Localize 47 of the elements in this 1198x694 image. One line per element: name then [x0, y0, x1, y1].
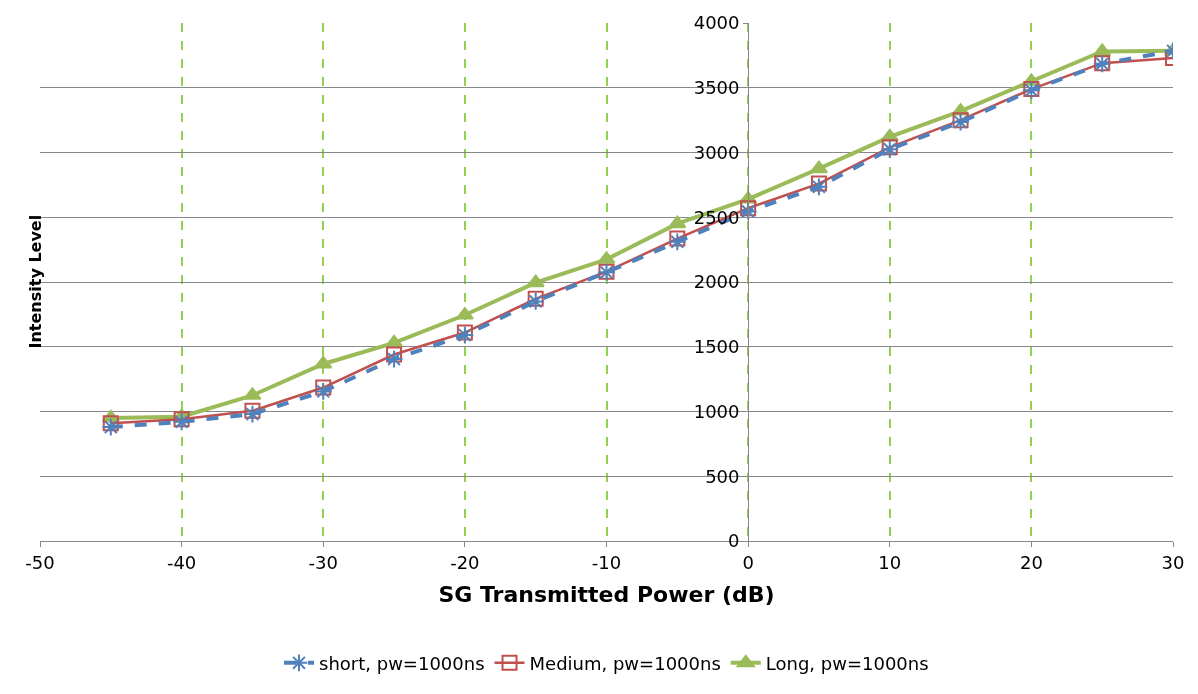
- point: [526, 292, 546, 311]
- y-tick-label: 500: [705, 465, 740, 487]
- y-tick-label: 3500: [693, 77, 740, 99]
- x-tick-label: -40: [166, 551, 197, 573]
- point: [244, 402, 261, 419]
- x-tick-label: -10: [591, 551, 622, 573]
- point: [527, 290, 544, 307]
- legend-label: Long, pw=1000ns: [765, 652, 929, 674]
- point: [243, 404, 262, 424]
- x-tick-label: 30: [1161, 551, 1185, 573]
- y-tick-label: 0: [728, 530, 740, 552]
- point: [314, 355, 333, 369]
- point: [740, 200, 757, 217]
- point: [738, 202, 758, 221]
- point: [101, 417, 121, 437]
- legend-label: Medium, pw=1000ns: [529, 652, 721, 674]
- point: [456, 324, 473, 341]
- point: [173, 411, 190, 428]
- x-tick-label: 20: [1019, 551, 1043, 573]
- point: [810, 175, 827, 192]
- y-tick-label: 1500: [693, 336, 740, 358]
- point: [809, 177, 829, 197]
- point: [315, 379, 332, 396]
- point: [669, 230, 686, 247]
- y-tick-label: 3000: [693, 141, 740, 163]
- legend-label: short, pw=1000ns: [319, 652, 485, 674]
- x-axis-title: SG Transmitted Power (dB): [438, 582, 775, 608]
- x-tick-label: 10: [878, 551, 902, 573]
- point: [386, 346, 403, 363]
- point: [667, 232, 687, 252]
- point: [172, 412, 192, 432]
- point: [313, 382, 333, 401]
- point: [455, 325, 475, 345]
- point: [809, 160, 829, 174]
- y-tick-label: 2000: [693, 271, 740, 293]
- point: [668, 215, 687, 229]
- point: [102, 415, 119, 432]
- x-tick-label: -20: [450, 551, 480, 573]
- point: [384, 349, 404, 369]
- x-tick-label: -50: [25, 551, 55, 573]
- point: [526, 274, 545, 288]
- y-axis-title: Intensity Level: [25, 214, 45, 349]
- x-tick-label: -30: [308, 551, 338, 573]
- point: [384, 334, 404, 348]
- y-tick-label: 4000: [693, 12, 740, 34]
- y-tick-label: 1000: [693, 400, 740, 422]
- x-tick-label: 0: [742, 551, 754, 573]
